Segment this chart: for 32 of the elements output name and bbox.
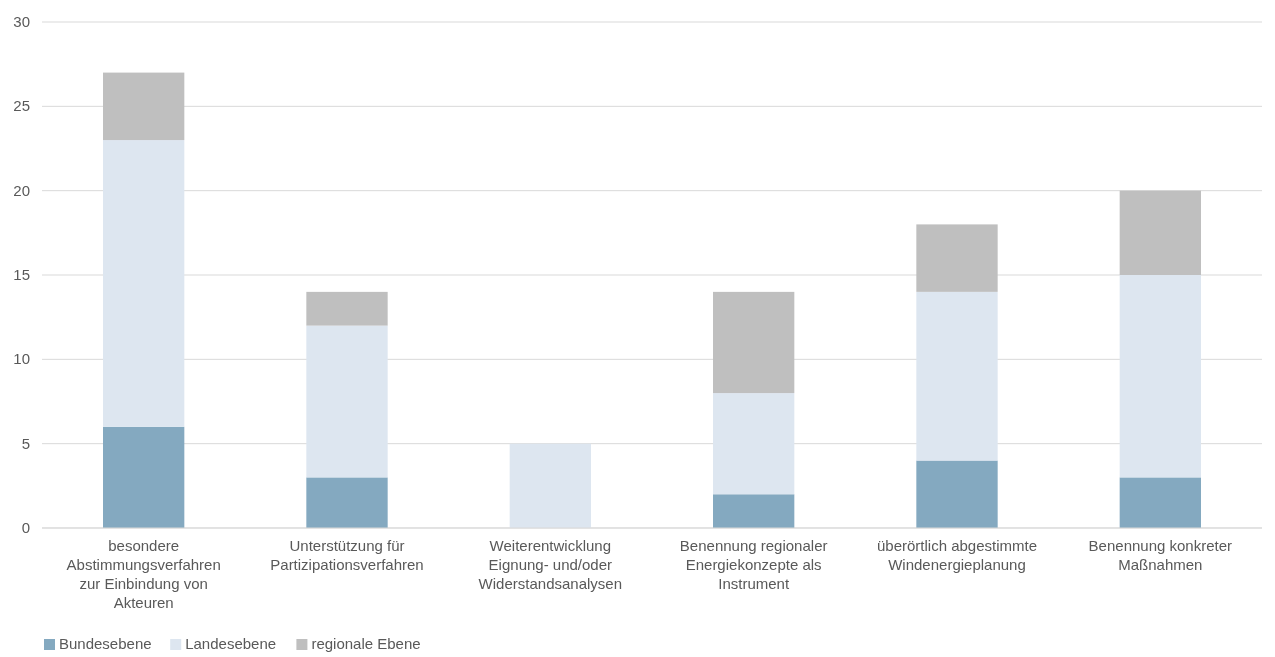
bar [306, 477, 388, 528]
bar [713, 494, 795, 528]
bar [713, 393, 795, 495]
bar [103, 426, 185, 528]
x-tick-label: überörtlich abgestimmte Windenergieplanung [876, 537, 1038, 573]
bar [509, 443, 591, 528]
bar [1119, 477, 1201, 528]
legend-label: Landesebene [185, 635, 277, 652]
y-tick-label: 10 [13, 350, 30, 368]
x-tick-label: Benennung regionaler Energiekonzepte als Instrument [679, 537, 828, 592]
bar [306, 325, 388, 478]
y-tick-label: 25 [13, 97, 30, 115]
y-tick-label: 0 [21, 519, 30, 536]
y-tick-label: 20 [13, 181, 30, 199]
bar [916, 224, 998, 292]
bar [306, 291, 388, 326]
y-tick-label: 15 [13, 266, 30, 283]
bar [916, 460, 998, 528]
bar [103, 72, 185, 141]
x-tick-label: Benennung konkreter Maßnahmen [1088, 537, 1233, 573]
x-tick-label: Weiterentwicklung Eignung- und/oder Widerstandsanalysen [478, 537, 623, 592]
legend-label: Bundesebene [59, 635, 152, 652]
x-tick-label: besondere Abstimmungsverfahren zur Einbindung von Akteuren [66, 537, 221, 611]
x-tick-label: Unterstützung für Partizipationsverfahren [270, 537, 424, 573]
bar [103, 140, 185, 427]
y-tick-label: 30 [13, 13, 30, 30]
bar [916, 291, 998, 461]
legend-label: regionale Ebene [311, 635, 421, 652]
y-tick-label: 5 [21, 434, 30, 452]
bar [1119, 190, 1201, 275]
bar [713, 291, 795, 394]
bar [1119, 275, 1201, 478]
